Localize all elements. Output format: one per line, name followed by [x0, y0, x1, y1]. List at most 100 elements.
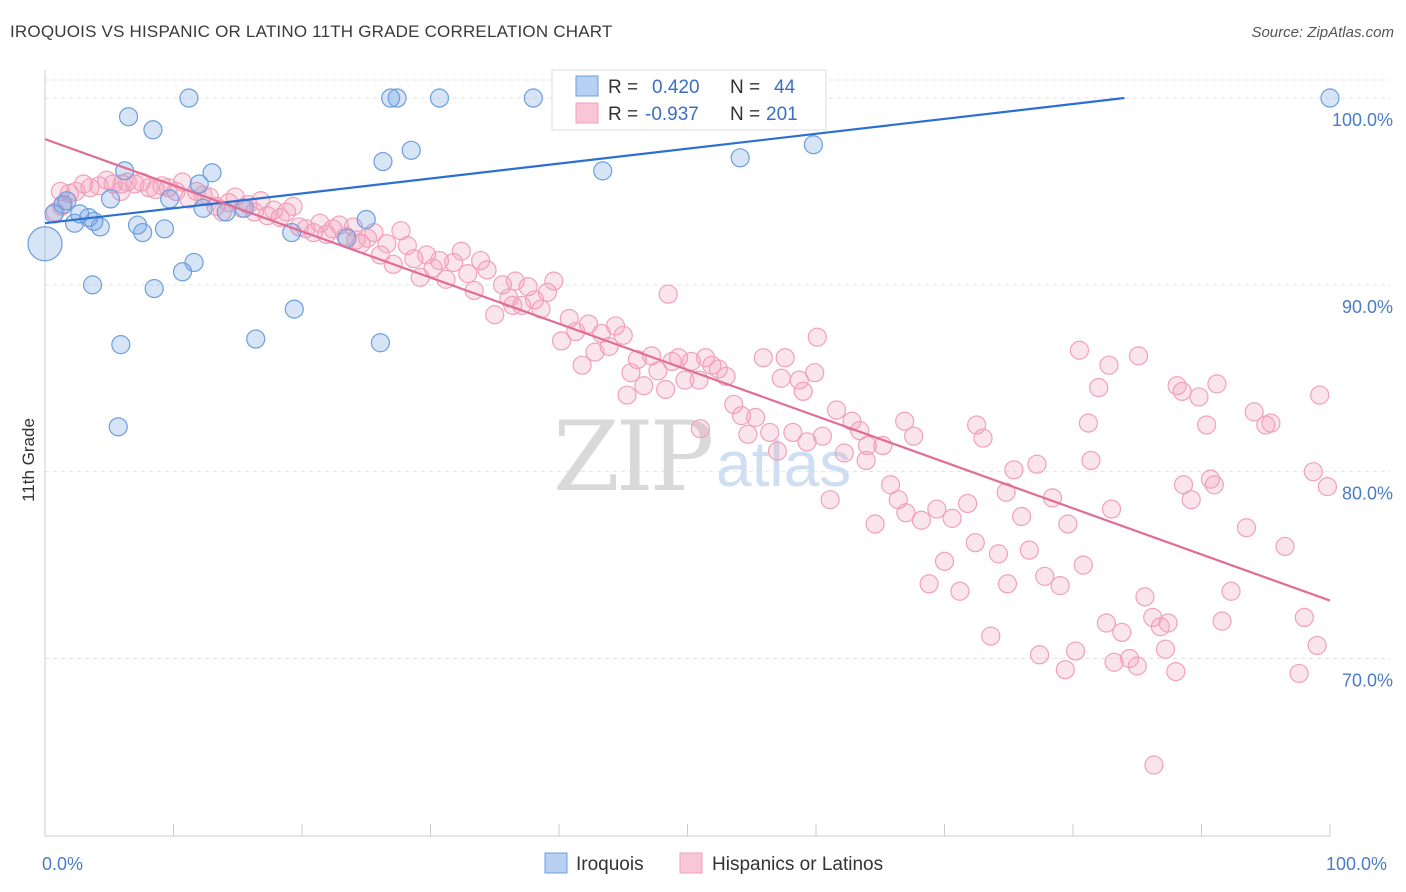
iroquois-point: [381, 88, 401, 108]
hispanic-point: [1078, 413, 1099, 433]
hispanic-point: [967, 415, 987, 435]
y-axis-label: 11th Grade: [19, 418, 38, 502]
hispanic-point: [856, 450, 876, 471]
hispanic-point: [958, 493, 978, 514]
hispanic-point: [695, 348, 716, 368]
hispanic-point: [1112, 622, 1132, 642]
y-tick-label: 100.0%: [1332, 110, 1393, 130]
hispanic-point: [1096, 613, 1117, 633]
hispanic-point: [377, 234, 397, 254]
r-label-2: R =: [608, 104, 638, 125]
watermark-zip: ZIP: [553, 401, 712, 513]
iroquois-point: [53, 194, 73, 215]
source-label: Source: ZipAtlas.com: [1251, 24, 1394, 41]
iroquois-point: [90, 217, 110, 237]
iroquois-legend-swatch: [544, 852, 568, 874]
hispanic-point: [760, 422, 780, 443]
hispanic-point: [942, 508, 962, 528]
hispanic-point: [793, 381, 813, 401]
iroquois-point: [202, 163, 222, 183]
hispanic-point: [988, 544, 1009, 564]
n-label-1: N =: [730, 77, 760, 98]
iroquois-points: [27, 88, 1340, 437]
hispanic-point: [585, 342, 605, 362]
hispanic-point: [617, 385, 637, 405]
hispanic-point: [896, 503, 916, 523]
hispanic-point: [997, 574, 1018, 594]
hispanic-point: [1221, 581, 1241, 601]
iroquois-point: [356, 209, 376, 230]
hispanic-point: [820, 490, 840, 510]
hispanic-point: [471, 250, 491, 271]
hispanic-swatch: [575, 102, 599, 124]
iroquois-point: [593, 161, 613, 181]
hispanic-point: [537, 282, 558, 302]
chart-title: IROQUOIS VS HISPANIC OR LATINO 11TH GRAD…: [10, 22, 613, 41]
trend-lines: [44, 96, 1331, 602]
hispanic-point: [451, 241, 471, 261]
iroquois-point: [154, 219, 175, 239]
hispanic-point: [1069, 340, 1090, 360]
iroquois-point: [373, 151, 393, 172]
hispanic-point: [690, 419, 710, 439]
iroquois-point: [803, 135, 824, 155]
watermark: ZIP atlas: [553, 401, 851, 513]
hispanic-point: [675, 370, 695, 390]
r-value-hispanic: -0.937: [645, 104, 699, 125]
hispanic-point: [724, 394, 744, 415]
axes: [44, 70, 1331, 837]
iroquois-point: [160, 189, 180, 209]
hispanic-legend-label: Hispanics or Latinos: [712, 854, 883, 875]
iroquois-point: [82, 275, 103, 295]
hispanic-point: [1236, 518, 1257, 538]
iroquois-point: [27, 226, 63, 262]
hispanic-point: [1261, 413, 1281, 433]
iroquois-point: [401, 140, 421, 160]
hispanic-point: [1310, 385, 1330, 405]
hispanic-point: [477, 260, 497, 280]
hispanic-point: [1099, 355, 1119, 375]
hispanic-point: [1144, 755, 1164, 775]
hispanic-point: [1294, 607, 1314, 628]
hispanic-point: [1189, 387, 1209, 407]
iroquois-point: [108, 417, 128, 437]
iroquois-point: [111, 335, 131, 355]
hispanic-point: [1289, 663, 1309, 684]
y-tick-labels: 70.0% 80.0% 90.0% 100.0%: [1332, 110, 1393, 690]
hispanic-point: [1065, 641, 1086, 661]
hispanic-point: [1181, 490, 1201, 510]
hispanic-point: [1089, 378, 1109, 398]
hispanic-point: [746, 407, 766, 428]
hispanic-point: [544, 271, 564, 291]
iroquois-point: [282, 222, 302, 243]
hispanic-point: [738, 424, 758, 444]
iroquois-point: [144, 278, 164, 299]
x-tick-max: 100.0%: [1326, 854, 1387, 874]
hispanic-point: [708, 359, 728, 379]
hispanic-point: [1127, 656, 1147, 676]
hispanic-point: [1081, 450, 1101, 471]
hispanic-point: [599, 336, 619, 357]
hispanic-point: [1101, 499, 1122, 519]
hispanic-point: [834, 443, 854, 463]
hispanic-point: [934, 551, 955, 571]
hispanic-point: [648, 361, 668, 381]
iroquois-point: [100, 189, 121, 209]
n-value-hispanic: 201: [766, 104, 798, 125]
hispanic-point: [783, 422, 803, 443]
n-label-2: N =: [730, 104, 760, 125]
hispanic-point: [1173, 475, 1194, 495]
iroquois-point: [184, 252, 204, 273]
hispanic-point: [551, 331, 572, 351]
hispanic-point: [1244, 402, 1264, 422]
hispanic-point: [1128, 346, 1149, 366]
hispanic-point: [775, 348, 795, 368]
hispanic-point: [1307, 635, 1327, 656]
x-tick-min: 0.0%: [42, 854, 83, 874]
hispanic-point: [1212, 611, 1232, 631]
hispanic-point: [826, 400, 847, 420]
iroquois-point: [143, 120, 163, 140]
hispanic-point: [283, 196, 303, 216]
hispanic-point: [1035, 566, 1055, 586]
